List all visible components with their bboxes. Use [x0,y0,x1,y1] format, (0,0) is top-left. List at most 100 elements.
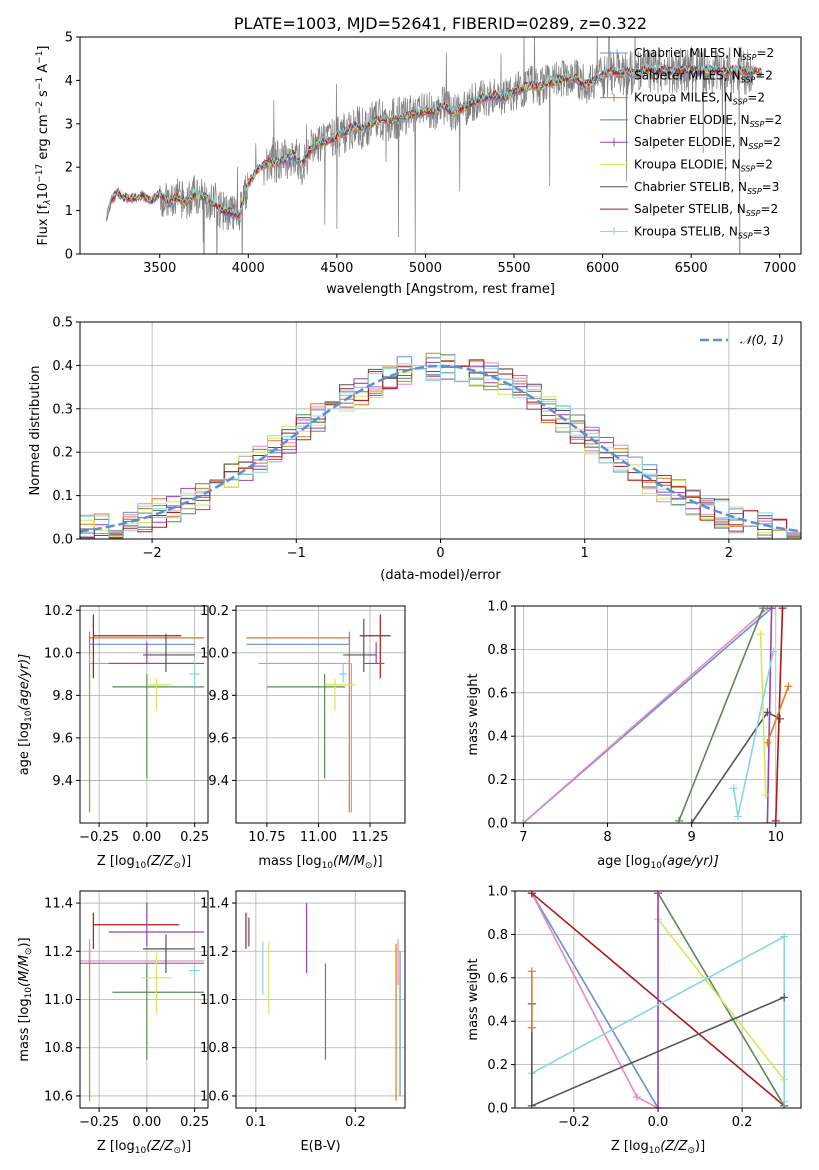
y-tick-label: 0.0 [487,817,508,832]
legend-text: Chabrier MILES, N [634,46,742,60]
label-subscript: 10 [322,861,334,871]
label-subscript: 10 [649,1146,661,1156]
label-subscript: λ [43,199,53,205]
label-subscript: ⊙ [687,1146,695,1156]
weight-line-chabrier-elodie [678,607,764,822]
errorbar-point-salpeter-elodie [108,903,205,947]
axes-frame [235,890,406,1109]
errorbar-point-salpeter-elodie [363,642,385,665]
weight-marker [632,1093,641,1102]
errorbar-point-kroupa-elodie [146,678,172,711]
y-tick-label: 9.4 [208,774,229,789]
y-tick-label: 11.2 [200,945,229,960]
weight-marker [733,812,742,821]
y-tick-label: 5 [65,31,73,46]
errorbar-point-chabrier-elodie [266,674,346,779]
errorbar-point-salpeter-stelib [92,912,180,949]
x-tick-label: 0.25 [180,1115,209,1130]
y-tick-label: 0.3 [52,402,73,417]
errorbar-point-salpeter-miles [88,654,195,665]
y-tick-label: 10.0 [44,646,73,661]
panel-residuals: −2 −1 0 1 2 0.0 0.1 0.2 0.3 0.4 0.5 𝒩(0, 1) (data-mo… [28,316,802,583]
x-tick-label: −0.2 [558,1115,590,1130]
axes-frame [235,605,406,824]
weight-marker [780,1097,789,1106]
label-text: )] [372,854,382,869]
weight-marker [527,891,536,898]
legend-label: Chabrier MILES, NSSP=2 [634,46,774,62]
label-text: mass weight [466,958,481,1040]
x-tick-label: 2 [725,546,733,561]
plot-area [246,614,391,813]
x-tick-label: 6500 [675,261,708,276]
weight-marker [780,932,789,941]
legend-text: Kroupa ELODIE, N [634,158,741,172]
label-text: E(B-V) [300,1139,340,1154]
y-tick-label: 0.0 [52,533,73,548]
legend-label: Salpeter STELIB, NSSP=2 [634,202,778,218]
weight-marker [654,1104,662,1108]
weight-marker [527,967,536,976]
y-axis-label: age [log10(age/yr)] [17,654,34,776]
x-axis-label: age [log10(age/yr)] [597,854,719,871]
label-text: Z [log [97,854,135,869]
weight-marker [767,606,776,613]
x-tick-label: 0.25 [180,830,209,845]
plot-area [106,37,762,254]
y-tick-label: 0.0 [487,1102,508,1117]
legend-label: Kroupa MILES, NSSP=2 [634,91,765,107]
label-subscript: ⊙ [24,948,34,956]
label-subscript: ⊙ [173,1146,181,1156]
gaussian-reference-curve [80,364,801,533]
y-tick-label: 10.8 [200,1041,229,1056]
x-tick-label: 3500 [143,261,176,276]
plot-area [80,903,205,1101]
y-tick-label: 9.8 [208,689,229,704]
y-tick-label: 10.8 [44,1041,73,1056]
weight-marker [654,891,662,898]
label-text: )] [181,1139,191,1154]
x-tick-label: 0.2 [345,1115,366,1130]
errorbar-point-kroupa-stelib [339,663,348,683]
label-subscript: 10 [24,987,34,999]
label-text: (Z/Z [146,1139,174,1154]
label-text: mass [log [17,998,32,1061]
label-text: Normed distribution [28,366,43,496]
weight-marker [784,682,793,691]
legend-subscript: SSP [748,142,763,151]
label-text: age [log [17,722,32,775]
y-tick-label: 0.2 [52,446,73,461]
errorbar-point-salpeter-elodie [108,642,205,665]
errorbar-point-kroupa-miles [80,944,205,1101]
axes-frame [79,36,802,255]
label-text: (data-model)/error [380,568,501,583]
y-tick-label: 0 [65,248,73,263]
legend-text: =2 [747,91,765,105]
label-text: (age/yr)] [662,854,719,869]
legend-text: Salpeter ELODIE, N [634,135,748,149]
x-axis-label: Z [log10(Z/Z⊙)] [97,1139,191,1156]
legend-text: Kroupa MILES, N [634,91,733,105]
axes-frame [79,890,209,1109]
label-text: age [log [597,854,650,869]
x-tick-label: 11.00 [300,830,337,845]
y-tick-label: 0.2 [487,773,508,788]
histogram-kroupa-stelib [80,354,801,539]
legend-text: Chabrier ELODIE, N [634,113,750,127]
legend-text: =3 [753,224,771,238]
legend-text: Kroupa STELIB, N [634,224,738,238]
y-tick-label: 0.6 [487,971,508,986]
label-subscript: ⊙ [173,861,181,871]
chart-title: PLATE=1003, MJD=52641, FIBERID=0289, z=0… [234,14,647,33]
legend-subscript: SSP [746,209,761,218]
axes-frame [79,605,209,824]
legend-subscript: SSP [750,120,765,129]
label-text: )] [181,854,191,869]
label-text: erg cm [36,114,51,163]
legend-label: Kroupa STELIB, NSSP=3 [634,224,770,240]
label-text: Flux [f [36,204,51,245]
x-tick-label: 0 [436,546,444,561]
errorbar-point-salpeter-miles [258,662,353,813]
